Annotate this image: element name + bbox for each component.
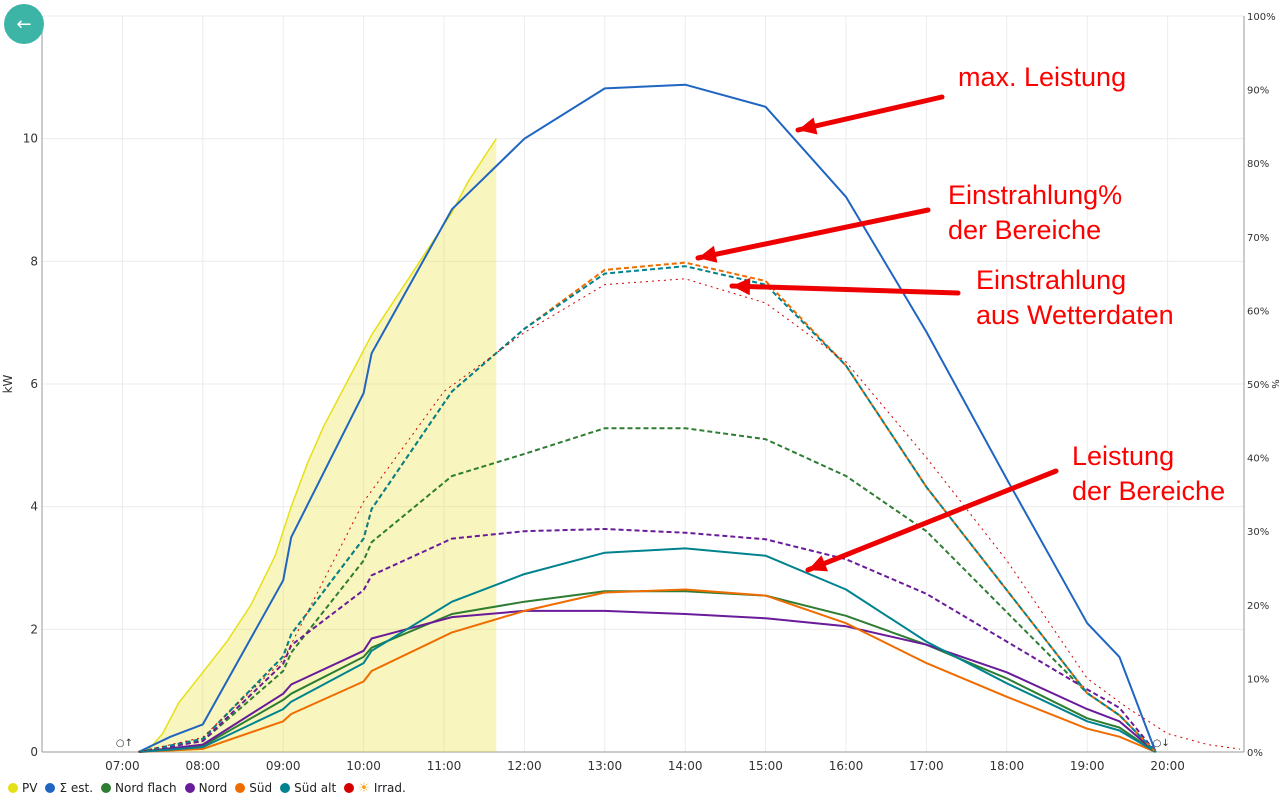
x-tick-label: 13:00 [588,759,623,773]
y2-tick-label: 40% [1247,454,1269,465]
annotation-arrowhead [808,555,828,572]
series-nord [138,609,1157,753]
y2-tick-label: 30% [1247,527,1269,538]
legend-dot [280,783,291,793]
x-tick-label: 16:00 [829,759,864,773]
legend-item-sum-est[interactable]: Σ est. [45,781,93,795]
y-axis-label: kW [1,374,15,393]
legend-dot [45,783,56,793]
legend-item-nord-flach[interactable]: Nord flach [101,781,177,795]
annotation-arrows [695,94,1059,573]
legend-label: Süd [249,781,273,795]
x-tick-label: 20:00 [1150,759,1185,773]
annotation-arrow [729,283,961,296]
x-tick-label: 19:00 [1070,759,1105,773]
legend-dot [344,783,355,793]
y2-tick-label: 80% [1247,159,1269,170]
legend-item-pv[interactable]: PV [8,781,37,795]
legend-dot [235,783,246,793]
series-nord [138,527,1157,753]
y-tick-label: 0 [30,745,38,759]
y2-tick-label: 100% [1247,12,1276,23]
series-est [138,83,1157,753]
y2-tick-label: 0% [1247,748,1263,759]
annotation-arrowhead [732,277,751,296]
y-tick-label: 4 [30,500,38,514]
series-s-d-alt [138,265,1157,753]
series-s-d-alt [138,547,1157,753]
annotation-arrow [805,468,1059,573]
y2-tick-label: 60% [1247,306,1269,317]
arrow-left-icon: ← [16,13,32,35]
y-tick-label: 6 [30,377,38,391]
sunrise-marker: ○↑ [116,738,133,749]
grid [42,15,1244,753]
y2-tick-label: 70% [1247,233,1269,244]
y2-tick-label: 50% [1247,380,1269,391]
annotation-arrow [795,94,945,133]
x-tick-label: 15:00 [748,759,783,773]
y-tick-label: 8 [30,254,38,268]
legend-label: PV [22,781,38,795]
x-tick-label: 11:00 [427,759,462,773]
sun-icon: ☀ [358,780,370,796]
x-tick-label: 08:00 [186,759,221,773]
series-nord-flach [138,590,1157,753]
annotation-leistung-bereiche: Leistung der Bereiche [1072,441,1226,506]
series-pv-area [146,138,497,752]
y2-tick-label: 10% [1247,674,1269,685]
legend-item-sued-alt[interactable]: Süd alt [280,781,336,795]
back-button[interactable]: ← [4,4,44,44]
series-irrad [138,278,1241,753]
legend-label: Süd alt [294,781,337,795]
legend-dot [8,783,18,793]
legend-label: Irrad. [373,781,406,795]
y2-tick-label: 20% [1247,601,1269,612]
annotation-einstrahlung-bereiche: Einstrahlung% der Bereiche [948,180,1123,245]
sunset-marker: ○↓ [1153,738,1170,749]
x-tick-label: 18:00 [990,759,1025,773]
series-s-d [138,588,1156,753]
x-tick-label: 14:00 [668,759,703,773]
y-tick-label: 10 [23,132,38,146]
legend-item-sued[interactable]: Süd [235,781,272,795]
series-nord-flach [138,427,1157,753]
y2-axis-label: % [1269,379,1280,389]
legend-item-irrad[interactable]: ☀ Irrad. [344,781,406,796]
legend-label: Σ est. [59,781,94,795]
legend-label: Nord [198,781,228,795]
y-tick-label: 2 [30,622,38,636]
x-tick-label: 10:00 [346,759,381,773]
legend: PV Σ est. Nord flach Nord Süd Süd alt ☀ … [8,778,406,798]
annotation-arrow [695,207,931,261]
legend-dot [184,783,195,793]
legend-label: Nord flach [115,781,177,795]
legend-item-nord[interactable]: Nord [184,781,228,795]
x-tick-label: 07:00 [105,759,140,773]
x-tick-label: 17:00 [909,759,944,773]
x-tick-label: 12:00 [507,759,542,773]
series-layer [138,83,1241,753]
annotation-arrowhead [798,117,818,135]
x-tick-label: 09:00 [266,759,301,773]
annotation-einstrahlung-wetter: Einstrahlung aus Wetterdaten [976,265,1174,330]
annotation-max-leistung: max. Leistung [958,62,1127,92]
y2-tick-label: 90% [1247,86,1269,97]
annotation-arrowhead [698,245,718,263]
axes: 07:00 08:00 09:00 10:00 11:00 12:00 13:00 14:00… [1,9,1280,773]
legend-dot [101,783,112,793]
